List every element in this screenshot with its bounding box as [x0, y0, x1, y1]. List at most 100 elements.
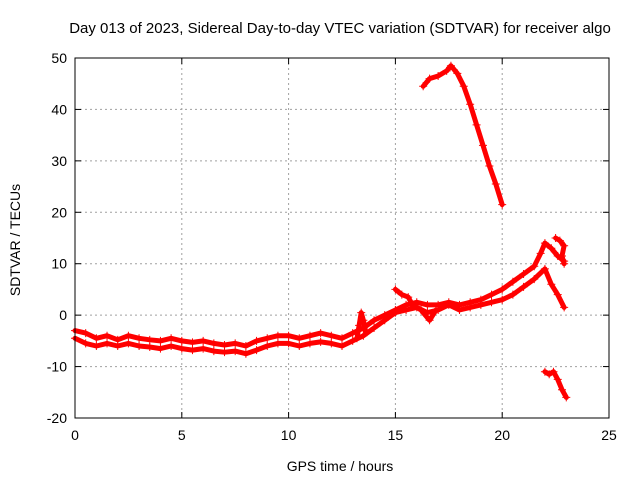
data-point	[553, 375, 562, 384]
data-point	[442, 66, 451, 75]
data-point	[124, 331, 133, 340]
data-point	[348, 336, 357, 345]
data-point	[199, 344, 208, 353]
data-point	[380, 316, 389, 325]
y-tick-label: 30	[51, 153, 67, 169]
data-point	[103, 339, 112, 348]
data-point	[209, 339, 218, 348]
y-tick-label: -20	[47, 410, 67, 426]
data-point	[188, 346, 197, 355]
x-tick-label: 20	[494, 427, 510, 443]
series-main-band-upper	[71, 239, 569, 350]
data-point	[305, 339, 314, 348]
data-point	[545, 370, 554, 379]
data-point	[361, 326, 370, 335]
data-point	[220, 348, 229, 357]
data-point	[487, 298, 496, 307]
data-point	[491, 180, 500, 188]
data-point	[404, 293, 413, 302]
data-point	[135, 342, 144, 350]
data-point	[145, 335, 154, 344]
data-point	[558, 252, 567, 260]
data-point	[241, 349, 250, 358]
y-tick-label: 40	[51, 101, 67, 117]
data-point	[434, 72, 443, 80]
series-right-tail	[551, 234, 569, 268]
data-point	[540, 367, 549, 376]
data-point	[444, 300, 453, 309]
data-point	[466, 303, 475, 312]
data-point	[81, 339, 90, 348]
data-point	[391, 308, 400, 317]
data-point	[295, 334, 304, 343]
x-axis-label: GPS time / hours	[287, 458, 394, 474]
data-point	[549, 367, 558, 376]
data-point	[156, 336, 165, 345]
y-tick-label: 10	[51, 256, 67, 272]
chart-title: Day 013 of 2023, Sidereal Day-to-day VTE…	[69, 20, 611, 37]
data-point	[156, 344, 165, 353]
data-point	[188, 338, 197, 347]
data-point	[338, 334, 346, 343]
data-point	[92, 342, 101, 350]
data-point	[316, 329, 325, 338]
data-point	[547, 244, 556, 253]
data-point	[508, 290, 517, 299]
data-point	[370, 316, 379, 325]
data-point	[145, 343, 154, 352]
series-layer	[71, 61, 571, 402]
series-spike-13h	[352, 308, 370, 343]
data-point	[273, 331, 282, 340]
data-point	[220, 340, 229, 349]
data-point	[485, 162, 494, 170]
data-point	[519, 282, 528, 291]
data-point	[478, 141, 487, 150]
data-point	[540, 239, 549, 248]
data-point	[419, 82, 428, 91]
data-point	[124, 339, 133, 348]
data-point	[446, 61, 455, 70]
data-point	[252, 336, 261, 345]
series-lower-arc	[540, 367, 571, 402]
data-point	[305, 331, 314, 340]
data-point	[177, 344, 186, 353]
y-tick-label: 0	[59, 307, 67, 323]
data-point	[417, 306, 426, 314]
data-point	[431, 306, 440, 314]
x-tick-label: 15	[388, 427, 404, 443]
x-tick-label: 5	[178, 427, 186, 443]
data-point	[359, 316, 368, 325]
y-tick-label: -10	[47, 359, 67, 375]
data-point	[273, 339, 282, 348]
x-tick-label: 25	[601, 427, 617, 443]
data-point	[391, 285, 400, 294]
data-point	[560, 259, 569, 268]
x-tick-label: 0	[71, 427, 79, 443]
data-point	[263, 342, 272, 350]
data-point	[231, 347, 240, 356]
grid	[75, 58, 609, 418]
data-point	[81, 329, 90, 338]
data-point	[519, 270, 528, 278]
data-point	[551, 234, 560, 242]
data-point	[498, 200, 507, 209]
data-point	[547, 280, 556, 289]
data-point	[199, 336, 208, 345]
data-point	[423, 300, 432, 309]
data-point	[209, 347, 218, 356]
data-point	[487, 290, 496, 299]
data-point	[103, 331, 112, 340]
data-point	[498, 285, 507, 294]
data-point	[284, 331, 293, 340]
data-point	[241, 342, 250, 350]
axis-ticks: 0 5 10 15 20 25 -20 -10 0 10 20 30 40 50	[47, 50, 617, 443]
data-point	[466, 100, 475, 109]
data-point	[558, 385, 567, 394]
data-point	[453, 69, 462, 78]
data-point	[135, 334, 144, 343]
data-point	[167, 334, 176, 343]
data-point	[167, 342, 176, 350]
y-axis-label: SDTVAR / TECUs	[7, 184, 23, 296]
data-point	[555, 236, 564, 245]
